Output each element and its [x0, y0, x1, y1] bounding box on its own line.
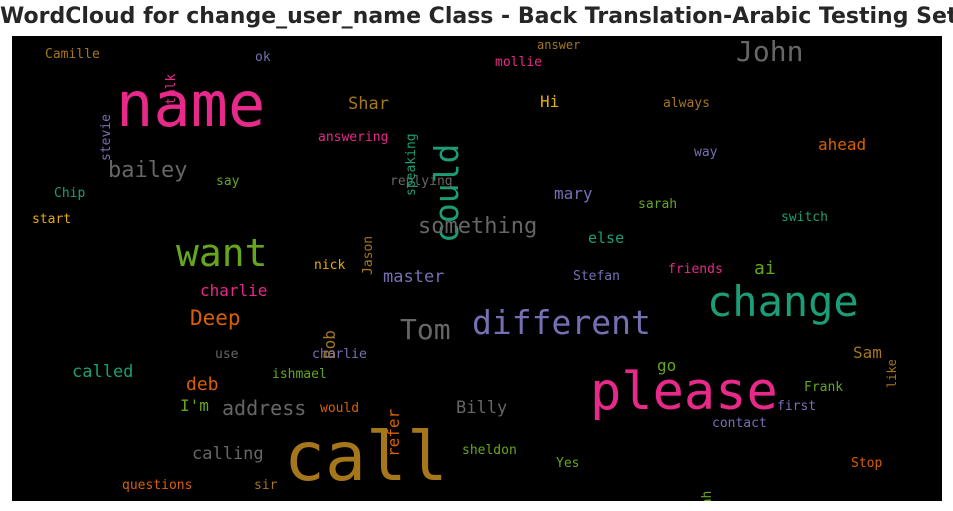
- word-stefan: Stefan: [573, 269, 620, 284]
- word-like: like: [885, 358, 899, 388]
- word-ahead: ahead: [818, 135, 867, 154]
- word-questions: questions: [122, 478, 193, 493]
- word-sheldon: sheldon: [462, 443, 517, 458]
- word-frank: Frank: [804, 380, 844, 395]
- word-always: always: [663, 96, 710, 111]
- word-first: first: [777, 399, 817, 414]
- word-mary: mary: [554, 184, 593, 203]
- word-deb: deb: [186, 374, 219, 395]
- word-switch: switch: [781, 210, 828, 225]
- word-bailey: bailey: [108, 158, 188, 183]
- word-sam: Sam: [853, 343, 882, 362]
- word-stevie: stevie: [99, 113, 114, 161]
- word-sir: sir: [254, 478, 278, 493]
- word-go: go: [657, 356, 677, 375]
- word-chip: Chip: [54, 186, 86, 201]
- word-nick: nick: [314, 258, 346, 273]
- word-use: use: [215, 347, 239, 362]
- chart-title: WordCloud for change_user_name Class - B…: [0, 4, 953, 29]
- word-master: master: [383, 267, 445, 287]
- word-say: say: [216, 174, 240, 189]
- word-stop: Stop: [851, 456, 883, 471]
- word-friends: friends: [668, 262, 723, 277]
- word-contact: contact: [712, 416, 767, 431]
- word-deep: Deep: [190, 306, 241, 330]
- word-calling: calling: [192, 444, 264, 464]
- word-please: please: [590, 362, 778, 422]
- word-way: way: [694, 145, 718, 160]
- word-something: something: [418, 214, 538, 239]
- word-different: different: [472, 303, 651, 342]
- word-answer: answer: [537, 38, 581, 52]
- word-change: change: [707, 277, 859, 326]
- word-replying: replying: [390, 174, 453, 189]
- word-start: start: [32, 212, 72, 227]
- word-im: I'm: [180, 396, 209, 415]
- word-ok: ok: [255, 50, 271, 65]
- word-called: called: [72, 362, 134, 382]
- word-talk: talk: [164, 73, 179, 106]
- word-ai: ai: [754, 258, 776, 279]
- word-refer: refer: [384, 408, 403, 457]
- word-would: would: [320, 401, 360, 416]
- word-call: call: [284, 418, 448, 497]
- word-tom: Tom: [400, 313, 451, 346]
- word-mollie: mollie: [495, 55, 542, 70]
- word-shar: Shar: [348, 94, 389, 114]
- word-want: want: [176, 231, 268, 275]
- word-ishmael: ishmael: [272, 367, 327, 382]
- word-speaking: speaking: [404, 133, 419, 197]
- word-name: name: [116, 68, 266, 141]
- word-sarah: sarah: [638, 197, 678, 212]
- word-camille: Camille: [45, 47, 100, 62]
- word-yes: Yes: [556, 456, 580, 471]
- word-john: John: [736, 36, 804, 68]
- word-yeah: Yeah: [700, 491, 715, 501]
- word-billy: Billy: [456, 398, 508, 418]
- word-jason: Jason: [361, 235, 376, 275]
- word-else: else: [588, 229, 625, 247]
- word-cloud: call name please change want different could To…: [12, 36, 942, 501]
- word-hi: Hi: [540, 92, 560, 111]
- word-charlie1: charlie: [200, 281, 268, 300]
- word-address: address: [222, 396, 307, 420]
- word-charlie2: charlie: [312, 347, 367, 362]
- word-answering: answering: [318, 130, 389, 145]
